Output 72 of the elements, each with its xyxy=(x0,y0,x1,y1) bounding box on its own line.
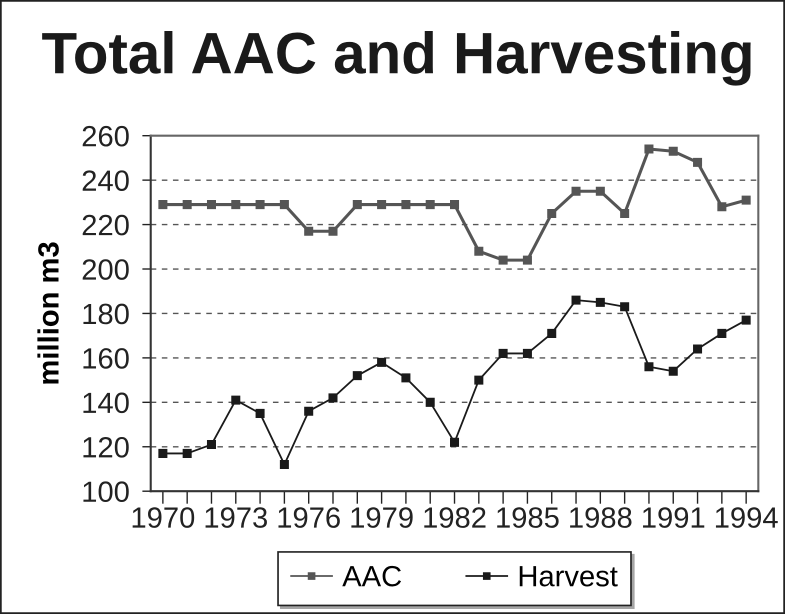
point xyxy=(231,200,240,210)
point xyxy=(693,344,702,354)
x-tick-label: 1970 xyxy=(132,507,194,528)
point xyxy=(158,200,168,210)
x-tick-label: 1976 xyxy=(278,507,340,528)
point xyxy=(474,246,484,256)
point xyxy=(717,202,726,212)
x-tick-label: 1973 xyxy=(206,507,267,528)
point xyxy=(522,348,532,358)
point xyxy=(280,460,289,470)
x-tick-label: 1979 xyxy=(351,507,413,528)
x-tick-label: 1994 xyxy=(716,507,778,528)
point xyxy=(328,226,338,236)
point xyxy=(644,362,654,372)
point xyxy=(231,396,240,405)
point xyxy=(547,208,556,218)
point xyxy=(280,200,289,210)
point xyxy=(644,144,654,154)
x-tick-label: 1982 xyxy=(424,507,486,528)
point xyxy=(182,448,192,458)
point xyxy=(547,328,556,338)
point xyxy=(158,448,168,458)
point xyxy=(668,146,678,156)
x-tick-label: 1985 xyxy=(497,507,559,528)
point xyxy=(304,406,314,416)
point xyxy=(182,200,192,210)
y-tick-label: 200 xyxy=(82,259,129,280)
y-tick-label: 260 xyxy=(82,126,129,147)
point xyxy=(668,366,678,376)
y-tick-label: 220 xyxy=(82,214,129,236)
x-tick-label: 1991 xyxy=(643,507,704,528)
point xyxy=(377,358,386,367)
point xyxy=(498,348,508,358)
y-tick-label: 240 xyxy=(82,170,129,191)
legend-label: AAC xyxy=(342,566,402,587)
point xyxy=(450,200,460,210)
point xyxy=(693,158,702,167)
chart-title: Total AAC and Harvesting xyxy=(42,31,751,86)
point xyxy=(742,196,751,205)
point xyxy=(401,373,410,382)
point xyxy=(256,200,265,210)
point xyxy=(717,328,726,338)
point xyxy=(426,398,435,407)
y-tick-label: 100 xyxy=(83,481,129,502)
y-tick-label: 180 xyxy=(83,304,129,324)
point xyxy=(522,256,532,265)
y-tick-label: 160 xyxy=(83,348,129,369)
point xyxy=(572,186,581,196)
point xyxy=(474,376,484,385)
point xyxy=(498,256,508,265)
point xyxy=(328,393,338,402)
point xyxy=(206,200,216,210)
point xyxy=(450,438,460,447)
x-tick-label: 1988 xyxy=(570,507,632,528)
point xyxy=(304,226,314,236)
point xyxy=(572,296,581,305)
point xyxy=(256,408,265,418)
point xyxy=(426,200,435,210)
point xyxy=(352,371,362,380)
point xyxy=(377,200,386,210)
legend-label: Harvest xyxy=(520,566,618,587)
y-axis-title: million m3 xyxy=(37,242,59,384)
y-tick-label: 120 xyxy=(83,436,129,458)
point xyxy=(620,302,630,312)
point xyxy=(401,200,410,210)
point xyxy=(596,298,605,307)
point xyxy=(742,316,751,325)
point xyxy=(596,186,605,196)
point xyxy=(206,440,216,450)
point xyxy=(620,208,630,218)
y-tick-label: 140 xyxy=(83,392,129,414)
point xyxy=(352,200,362,210)
